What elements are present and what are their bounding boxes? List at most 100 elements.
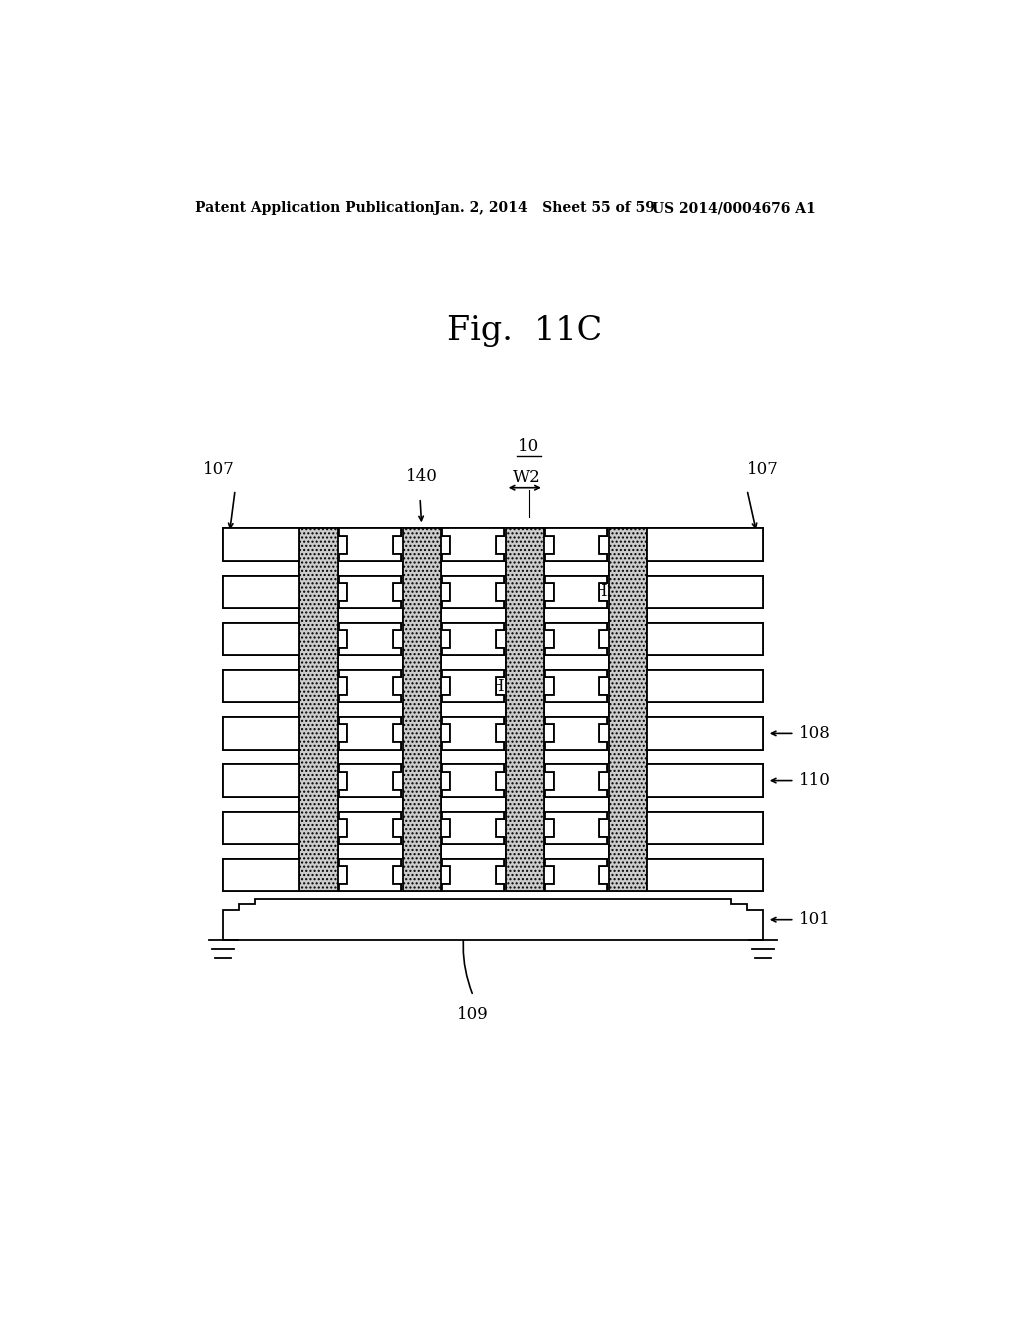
Bar [647, 623, 763, 655]
Bar [647, 576, 763, 609]
Bar [647, 812, 763, 843]
Polygon shape [442, 576, 504, 609]
Text: 108: 108 [799, 725, 830, 742]
Polygon shape [339, 764, 401, 797]
Polygon shape [442, 764, 504, 797]
Polygon shape [339, 717, 401, 750]
Bar [223, 812, 299, 843]
Polygon shape [546, 528, 607, 561]
Polygon shape [339, 717, 401, 750]
Polygon shape [339, 859, 401, 891]
Polygon shape [546, 764, 607, 797]
Bar [223, 859, 299, 891]
Bar [223, 671, 299, 702]
Bar [299, 528, 338, 891]
Polygon shape [442, 812, 504, 843]
Polygon shape [339, 576, 401, 609]
Bar [506, 528, 544, 891]
Polygon shape [339, 576, 401, 609]
Polygon shape [339, 764, 401, 797]
Polygon shape [546, 576, 607, 609]
Bar [506, 528, 544, 891]
Polygon shape [339, 812, 401, 843]
Bar [647, 671, 763, 702]
Polygon shape [546, 812, 607, 843]
Polygon shape [442, 576, 504, 609]
Text: Patent Application Publication: Patent Application Publication [196, 201, 435, 215]
Bar [223, 623, 763, 655]
Bar [223, 576, 763, 609]
Polygon shape [442, 717, 504, 750]
Bar [299, 528, 338, 891]
Text: H1: H1 [489, 677, 514, 694]
Polygon shape [442, 623, 504, 655]
Bar [223, 859, 299, 891]
Bar [402, 528, 440, 891]
Polygon shape [339, 623, 401, 655]
Polygon shape [339, 528, 401, 561]
Bar [647, 717, 763, 750]
Bar [223, 764, 299, 797]
Bar [647, 576, 763, 609]
Polygon shape [546, 717, 607, 750]
Text: Jan. 2, 2014   Sheet 55 of 59: Jan. 2, 2014 Sheet 55 of 59 [433, 201, 654, 215]
Bar [647, 671, 763, 702]
Bar [647, 623, 763, 655]
Polygon shape [442, 859, 504, 891]
Bar [647, 859, 763, 891]
Bar [647, 528, 763, 561]
Bar [223, 717, 299, 750]
Text: 107: 107 [204, 461, 236, 478]
Bar [223, 764, 299, 797]
Text: 140: 140 [406, 467, 437, 484]
Bar [223, 528, 763, 561]
Polygon shape [442, 528, 504, 561]
Bar [223, 717, 299, 750]
Polygon shape [546, 576, 607, 609]
Text: 107: 107 [746, 461, 779, 478]
Polygon shape [546, 812, 607, 843]
Text: 10: 10 [518, 438, 540, 455]
Polygon shape [442, 764, 504, 797]
Polygon shape [339, 623, 401, 655]
Polygon shape [546, 764, 607, 797]
Bar [609, 528, 647, 891]
Polygon shape [442, 528, 504, 561]
Polygon shape [442, 812, 504, 843]
Bar [223, 859, 763, 891]
Bar [647, 764, 763, 797]
Bar [223, 576, 299, 609]
Text: 109: 109 [458, 1006, 489, 1023]
Bar [647, 812, 763, 843]
Bar [223, 812, 763, 843]
Polygon shape [339, 671, 401, 702]
Bar [223, 528, 299, 561]
Bar [609, 528, 647, 891]
Polygon shape [546, 859, 607, 891]
Polygon shape [546, 623, 607, 655]
Polygon shape [546, 623, 607, 655]
Text: 110: 110 [799, 772, 830, 789]
Bar [223, 764, 763, 797]
Bar [223, 717, 763, 750]
Polygon shape [546, 528, 607, 561]
Bar [223, 671, 299, 702]
Polygon shape [546, 717, 607, 750]
Polygon shape [442, 671, 504, 702]
Polygon shape [442, 671, 504, 702]
Bar [223, 623, 299, 655]
Bar [223, 528, 299, 561]
Bar [223, 576, 299, 609]
Polygon shape [546, 859, 607, 891]
Text: Fig.  11C: Fig. 11C [447, 315, 602, 347]
Bar [223, 623, 299, 655]
Polygon shape [442, 623, 504, 655]
Polygon shape [442, 717, 504, 750]
Polygon shape [339, 671, 401, 702]
Polygon shape [339, 859, 401, 891]
Polygon shape [546, 671, 607, 702]
Bar [223, 671, 763, 702]
Bar [647, 528, 763, 561]
Bar [647, 717, 763, 750]
Bar [647, 764, 763, 797]
